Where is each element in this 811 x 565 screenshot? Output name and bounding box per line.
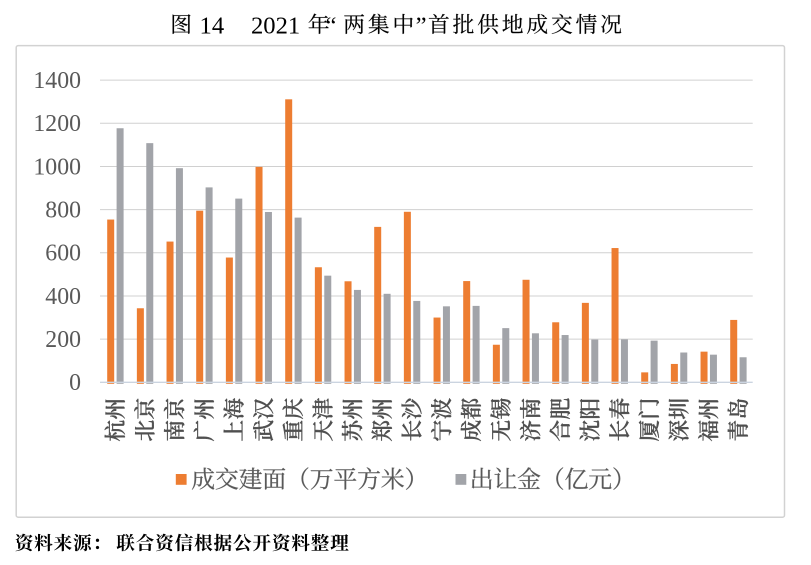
svg-text:”: ” xyxy=(416,13,427,40)
svg-text:1000: 1000 xyxy=(33,154,81,180)
svg-text:200: 200 xyxy=(45,327,81,353)
svg-text:600: 600 xyxy=(45,241,81,267)
svg-text:0: 0 xyxy=(69,370,81,396)
svg-text:400: 400 xyxy=(45,284,81,310)
svg-text:“: “ xyxy=(326,13,337,40)
svg-text:2021: 2021 xyxy=(251,13,300,40)
svg-text:800: 800 xyxy=(45,198,81,224)
svg-text:1200: 1200 xyxy=(33,111,81,137)
svg-text:14: 14 xyxy=(200,13,225,40)
svg-text:1400: 1400 xyxy=(33,68,81,94)
